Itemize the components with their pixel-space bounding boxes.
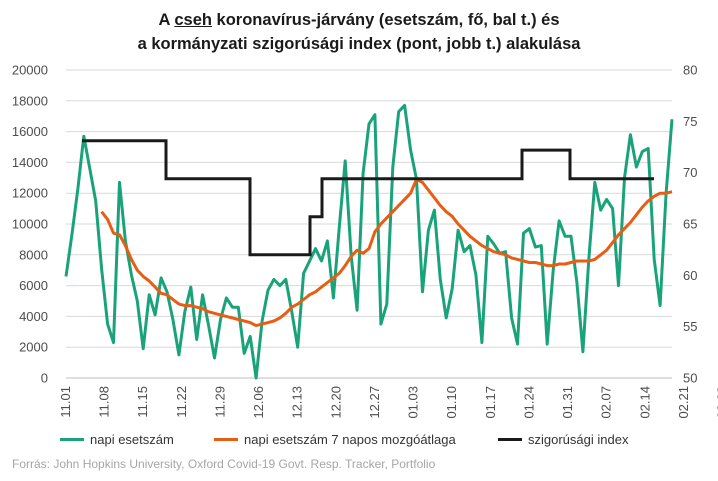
x-tick-label: 02.28 (715, 386, 718, 419)
legend-swatch-daily (60, 438, 84, 441)
x-tick-label: 12.27 (367, 386, 382, 419)
y-left-tick-label: 8000 (19, 247, 48, 262)
x-tick-label: 02.14 (637, 386, 652, 419)
legend-swatch-index (498, 438, 522, 441)
series-line-daily (64, 103, 674, 380)
title-underlined-word: cseh (174, 11, 212, 29)
x-tick-label: 12.13 (290, 386, 305, 419)
chart-area: 0 2000 4000 6000 8000 10000 12000 14000 16000 180… (12, 63, 718, 419)
y-left-tick-label: 12000 (12, 186, 48, 201)
series-lines (64, 103, 674, 380)
x-tick-label: 01.10 (444, 386, 459, 419)
legend-item-index: szigorúsági index (498, 432, 628, 447)
y-right-tick-label: 65 (683, 217, 697, 232)
title-line-1: A cseh koronavírus-járvány (esetszám, fő… (0, 8, 718, 32)
y-left-tick-label: 6000 (19, 278, 48, 293)
x-tick-label: 01.03 (406, 386, 421, 419)
x-tick-label: 12.20 (328, 386, 343, 419)
y-axis-left: 0 2000 4000 6000 8000 10000 12000 14000 16000 180… (12, 63, 48, 386)
legend-item-ma7: napi esetszám 7 napos mozgóátlaga (214, 432, 456, 447)
series-line-index (82, 139, 654, 257)
y-right-tick-label: 60 (683, 268, 697, 283)
x-tick-label: 01.31 (560, 386, 575, 419)
y-right-tick-label: 70 (683, 165, 697, 180)
legend-label-index: szigorúsági index (528, 432, 629, 447)
y-right-tick-label: 80 (683, 63, 697, 78)
x-tick-label: 01.17 (483, 386, 498, 419)
y-right-tick-label: 50 (683, 371, 697, 386)
x-tick-label: 11.22 (174, 386, 189, 418)
legend-swatch-ma7 (214, 438, 238, 441)
source-note: Forrás: John Hopkins University, Oxford … (12, 457, 436, 471)
x-tick-label: 11.01 (58, 386, 73, 418)
y-left-tick-label: 14000 (12, 155, 48, 170)
x-tick-label: 11.15 (135, 386, 150, 418)
x-tick-label: 12.06 (251, 386, 266, 419)
x-tick-label: 02.21 (676, 386, 691, 419)
y-left-tick-label: 10000 (12, 217, 48, 232)
y-left-tick-label: 0 (41, 371, 48, 386)
y-left-tick-label: 2000 (19, 340, 48, 355)
y-left-tick-label: 20000 (12, 63, 48, 78)
y-right-tick-label: 75 (683, 114, 697, 129)
legend-label-ma7: napi esetszám 7 napos mozgóátlaga (244, 432, 456, 447)
x-tick-label: 11.08 (97, 386, 112, 418)
x-tick-label: 11.29 (212, 386, 227, 418)
y-left-tick-label: 16000 (12, 124, 48, 139)
series-line-ma7 (100, 177, 673, 328)
y-axis-right: 50 55 60 65 70 75 80 (683, 63, 697, 386)
title-line-1-pre: A (158, 11, 175, 29)
x-tick-label: 01.24 (521, 386, 536, 419)
legend: napi esetszám napi esetszám 7 napos mozg… (0, 432, 718, 450)
y-left-tick-label: 4000 (19, 309, 48, 324)
x-axis: 11.01 11.08 11.15 11.22 11.29 12.06 12.13 12.20… (58, 377, 718, 419)
chart-title: A cseh koronavírus-járvány (esetszám, fő… (0, 8, 718, 56)
x-tick-label: 02.07 (599, 386, 614, 419)
y-right-tick-label: 55 (683, 319, 697, 334)
title-line-1-post: koronavírus-járvány (esetszám, fő, bal t… (211, 11, 560, 29)
legend-label-daily: napi esetszám (90, 432, 174, 447)
y-left-tick-label: 18000 (12, 93, 48, 108)
legend-item-daily: napi esetszám (60, 432, 174, 447)
title-line-2: a kormányzati szigorúsági index (pont, j… (137, 35, 581, 53)
